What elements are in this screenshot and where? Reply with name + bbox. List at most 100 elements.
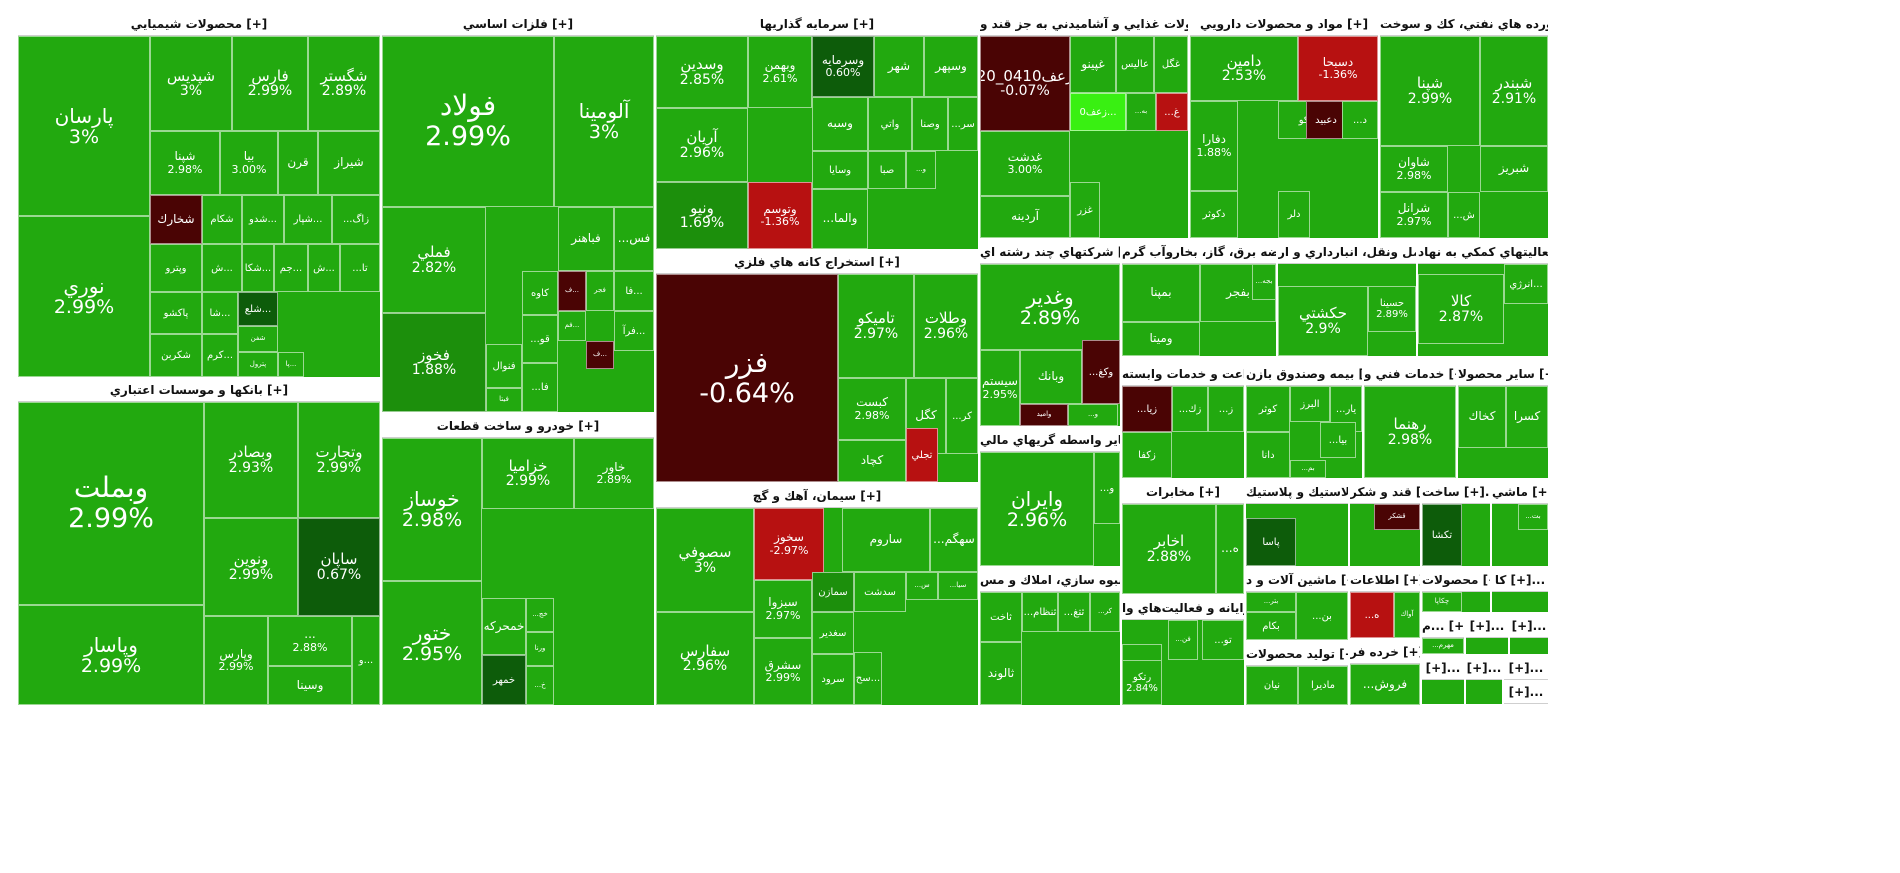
sector-title[interactable]: قند و شكر [+] [1350,480,1420,504]
stock-tile[interactable]: چكاپا [1422,592,1462,612]
stock-tile[interactable]: تكشا [1422,504,1462,566]
stock-tile[interactable]: وسبه [812,97,868,151]
sector-9[interactable]: فراورده هاي نفتي، كك و سوخت [+]...شپنا2.… [1380,12,1548,238]
stock-tile[interactable]: فزر -0.64% [656,274,838,482]
stock-tile[interactable]: وطلات 2.96% [914,274,978,378]
sector-1[interactable]: بانكها و موسسات اعتباري [+] وبملت 2.99% وپا… [18,378,380,705]
stock-tile[interactable]: وايران 2.96% [980,452,1094,566]
sector-36[interactable]: [+]... [1466,656,1502,704]
sector-title[interactable]: م... [+] [1422,614,1464,638]
stock-tile[interactable]: پاكشو [150,292,202,334]
sector-23[interactable]: ساخت [+]... تكشا [1422,480,1490,566]
sector-3[interactable]: خودرو و ساخت قطعات [+] خوساز 2.98% ختور 2.95… [382,414,654,705]
sector-25[interactable]: رايانه و فعاليت‌هاي وا [+]......فن...تو.… [1122,596,1244,705]
stock-tile[interactable]: كبست 2.98% [838,378,906,440]
stock-tile[interactable]: زعف0410_20-0.07% [980,36,1070,131]
stock-tile[interactable]: وصنا [912,97,948,151]
stock-tile[interactable]: صبا [868,151,906,189]
stock-tile[interactable]: ف... [586,341,614,369]
stock-tile[interactable]: دانا [1246,432,1290,478]
sector-29[interactable]: كا [+]... [1492,568,1548,612]
stock-tile[interactable]: شگستر 2.89% [308,36,380,131]
stock-tile[interactable]: غزر [1070,182,1100,238]
sector-27[interactable]: اطلاعات [+]... آواك ...ه [1350,568,1420,638]
sector-30[interactable]: توليد محصولات [+]... نيان ماديرا [1246,642,1348,705]
stock-tile[interactable]: سشرق 2.99% [754,638,812,705]
sector-title[interactable]: توليد محصولات [+]... [1246,642,1348,666]
stock-tile[interactable]: تاميكو 2.97% [838,274,914,378]
stock-tile[interactable]: شيراز [318,131,380,195]
stock-tile[interactable]: ...سر [948,97,978,151]
stock-tile[interactable]: غگل [1154,36,1188,93]
stock-tile[interactable]: شكام [202,195,242,244]
stock-tile[interactable]: ...بت [1518,504,1548,530]
sector-6[interactable]: سيمان، آهك و گچ [+] سصوفي 3% سفارس 2.96% سخوز… [656,484,978,705]
stock-tile[interactable]: ساروم [842,508,930,572]
stock-tile[interactable]: بكام [1246,612,1296,640]
stock-tile[interactable]: سفارس 2.96% [656,612,754,705]
sector-0[interactable]: محصولات شيميايي [+] پارسان 3% نوري 2.99% شپدي… [18,12,380,377]
stock-tile[interactable]: ثاخت [980,592,1022,642]
sector-title[interactable]: سرمايه گذاريها [+] [656,12,978,36]
sector-8[interactable]: مواد و محصولات دارويي [+] دامين 2.53% دسبحا… [1190,12,1378,238]
stock-tile[interactable]: ...مهرم [1422,638,1464,654]
stock-tile[interactable]: ...و [1094,452,1120,524]
stock-tile[interactable]: البرز [1290,386,1330,422]
sector-title[interactable]: فلزات اساسي [+] [382,12,654,36]
stock-tile[interactable]: ...خ [526,666,554,705]
stock-tile[interactable]: كرم... [202,334,238,377]
stock-tile[interactable]: ...زاگ [332,195,380,244]
stock-tile[interactable]: سيستم 2.95% [980,350,1020,426]
sector-title[interactable]: استخراج كانه هاي فلزي [+] [656,250,978,274]
stock-tile[interactable]: ...ثتغ [1058,592,1090,632]
stock-tile[interactable]: قرن [278,131,318,195]
stock-tile[interactable]: تجلي [906,428,938,482]
stock-tile[interactable]: ...و [1068,404,1118,426]
stock-tile[interactable]: شلع... [238,292,278,326]
stock-tile[interactable]: خاور 2.89% [574,438,654,509]
stock-tile[interactable]: آلومينا 3% [554,36,654,207]
stock-tile[interactable]: خوساز 2.98% [382,438,482,581]
stock-tile[interactable]: عاليس [1116,36,1154,93]
sector-4[interactable]: سرمايه گذاريها [+] وسدين 2.85% وبهمن 2.61% وس… [656,12,978,249]
sector-24[interactable]: ماشي [+]... ...بت [1492,480,1548,566]
stock-tile[interactable]: فولاد 2.99% [382,36,554,207]
stock-tile[interactable]: ...ه [1350,592,1394,638]
sector-title[interactable]: محصولات [+]... [1422,568,1490,592]
sector-title[interactable]: زراعت و خدمات وابسته [+] [1122,362,1244,386]
stock-tile[interactable]: ختور 2.95% [382,581,482,705]
sector-26[interactable]: ماشين آلات و د [+]... ...بتر بكام ...بن [1246,568,1348,640]
stock-tile[interactable]: ...وكغ [1082,340,1120,404]
stock-tile[interactable]: كسرا [1506,386,1548,448]
sector-title[interactable]: رايانه و فعاليت‌هاي وا [+]... [1122,596,1244,620]
sector-title[interactable]: ساخت [+]... [1422,480,1490,504]
stock-tile[interactable]: خمهر [482,655,526,705]
sector-34[interactable]: [+]... [1510,614,1548,654]
stock-tile[interactable]: اخابر 2.88% [1122,504,1216,594]
sector-title[interactable]: [+]... [1422,656,1464,680]
sector-title[interactable]: سيمان، آهك و گچ [+] [656,484,978,508]
stock-tile[interactable]: حكشتي 2.9% [1278,286,1368,356]
sector-33[interactable]: [+]... [1466,614,1508,654]
stock-tile[interactable]: ...س [906,572,938,600]
sector-title[interactable]: خودرو و ساخت قطعات [+] [382,414,654,438]
stock-tile[interactable]: كخاك [1458,386,1506,448]
stock-tile[interactable]: شكربن [150,334,202,377]
stock-tile[interactable]: كوثر [1246,386,1290,432]
sector-title[interactable]: مواد و محصولات دارويي [+] [1190,12,1378,36]
stock-tile[interactable]: رتكو 2.84% [1122,660,1162,705]
stock-tile[interactable]: فنوال [486,344,522,388]
sector-title[interactable]: مخابرات [+] [1122,480,1244,504]
stock-tile[interactable]: ...ز [1208,386,1244,432]
sector-17[interactable]: بيمه وصندوق بازن [+]... كوثر البرز ...يار..… [1246,362,1362,478]
stock-tile[interactable]: ...و [906,151,936,189]
sector-title[interactable]: فراورده هاي نفتي، كك و سوخت [+]... [1380,12,1548,36]
stock-tile[interactable]: ...سيا [938,572,978,600]
stock-tile[interactable]: جم... [274,244,308,292]
stock-tile[interactable]: فارس 2.99% [232,36,308,131]
stock-tile[interactable]: ...فا [522,363,558,412]
stock-tile[interactable]: ورنا [526,632,554,666]
sector-2[interactable]: فلزات اساسي [+] فولاد 2.99% آلومينا 3% فملي 2.… [382,12,654,412]
stock-tile[interactable]: سبزوا 2.97% [754,580,812,638]
